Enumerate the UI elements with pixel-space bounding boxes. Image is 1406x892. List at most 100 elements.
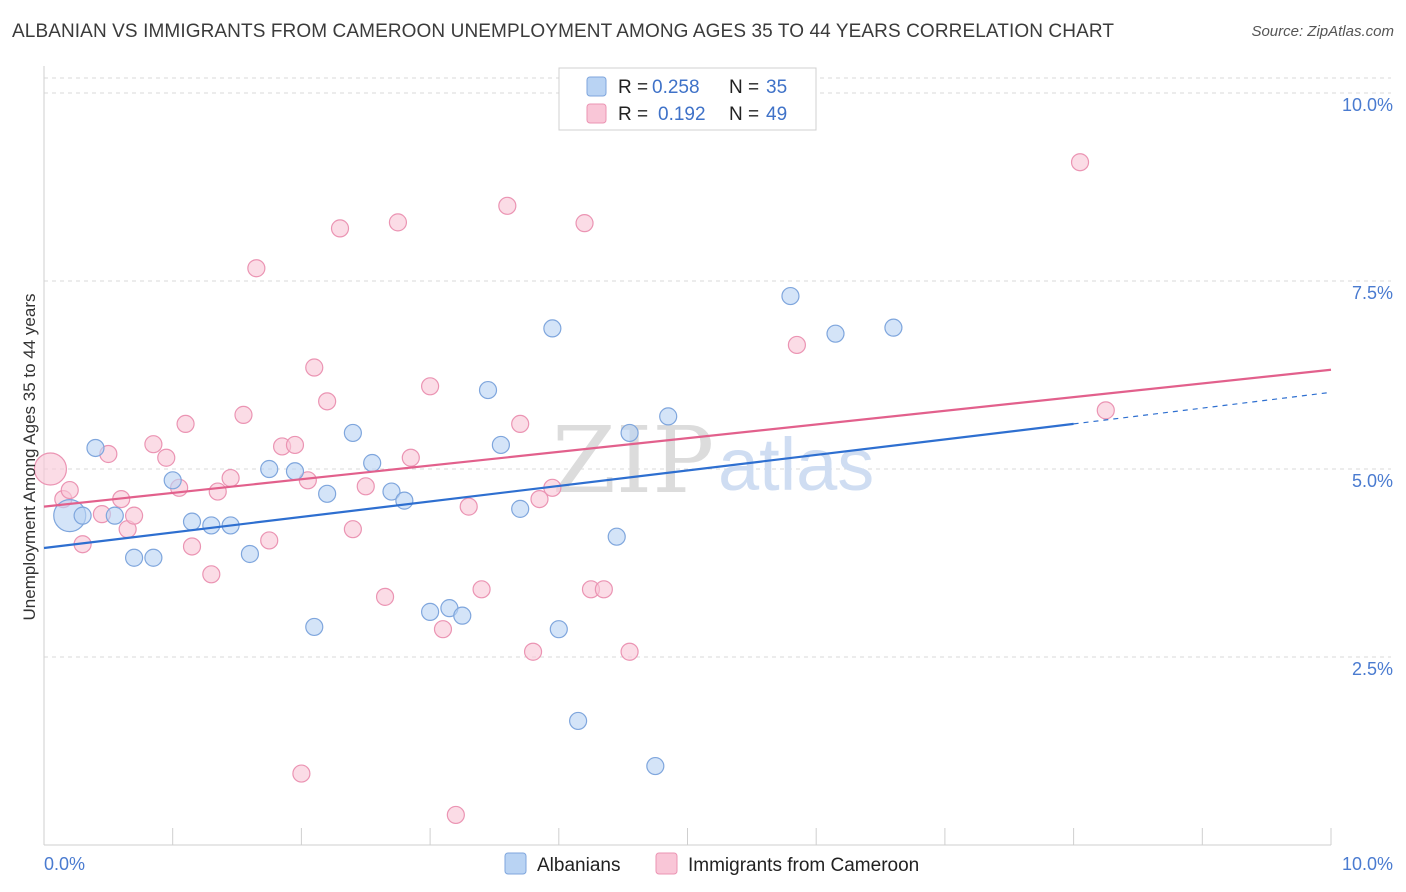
cameroon-point [221, 468, 240, 488]
cameroon-point [356, 477, 375, 496]
albanians-point [182, 512, 202, 531]
albanians-point [260, 459, 279, 479]
x-tick-label: 0.0% [44, 854, 85, 874]
cameroon-point [523, 642, 543, 661]
cameroon-point [375, 587, 395, 606]
trend-lines [43, 368, 1332, 550]
watermark-zip: ZIP [552, 407, 714, 514]
albanians-point [884, 318, 903, 337]
legend-n-value-albanians: 35 [766, 77, 787, 98]
cameroon-point [459, 497, 478, 516]
albanians-point [318, 484, 337, 503]
albanians-trend-line [43, 422, 1074, 550]
tick-labels: 2.5% 5.0% 7.5% 10.0% 0.0% 10.0% [44, 95, 1393, 874]
cameroon-point [247, 259, 266, 278]
cameroon-point [511, 414, 530, 434]
cameroon-point [1070, 153, 1090, 172]
albanians-point [363, 453, 382, 473]
albanians-point [395, 491, 414, 510]
cameroon-trend-line [43, 368, 1332, 508]
legend-n-value-cameroon: 49 [766, 104, 787, 125]
cameroon-point [202, 565, 221, 584]
cameroon-point [530, 489, 549, 509]
cameroon-point [234, 405, 253, 424]
y-tick-label: 10.0% [1342, 95, 1393, 115]
source-label: Source: ZipAtlas.com [1251, 23, 1394, 40]
bottom-legend-label-albanians: Albanians [537, 855, 620, 876]
cameroon-point [157, 448, 176, 467]
cameroon-point [787, 335, 806, 355]
cameroon-point [446, 805, 465, 825]
albanians-point [86, 438, 105, 458]
albanians-point [202, 516, 221, 535]
albanians-point [421, 602, 440, 621]
grid-lines [44, 77, 1391, 658]
albanians-point [826, 324, 845, 343]
legend-swatch-cameroon [586, 103, 607, 124]
albanians-point [305, 617, 324, 637]
cameroon-point [305, 358, 324, 377]
x-tick-label: 10.0% [1342, 854, 1393, 874]
albanians-point [646, 756, 665, 776]
albanians-point [607, 527, 626, 546]
cameroon-point [292, 764, 311, 783]
bottom-legend-label-cameroon: Immigrants from Cameroon [688, 855, 919, 876]
cameroon-point [575, 214, 594, 233]
cameroon-point [182, 537, 202, 556]
bottom-legend: Albanians Immigrants from Cameroon [504, 852, 919, 876]
cameroon-point [1096, 401, 1115, 420]
cameroon-point [401, 448, 420, 467]
cameroon-point [421, 377, 440, 396]
top-legend: R = 0.258 N = 35 R = 0.192 N = 49 [558, 67, 817, 131]
albanians-point [659, 407, 678, 426]
data-points [33, 153, 1115, 825]
albanians-point [478, 380, 498, 400]
y-tick-label: 7.5% [1352, 283, 1393, 303]
cameroon-point [343, 520, 362, 539]
legend-r-label-albanians: R = [618, 77, 648, 98]
legend-n-label-cameroon: N = [729, 104, 759, 125]
cameroon-point [60, 480, 79, 500]
albanians-point [453, 606, 472, 625]
cameroon-point [260, 531, 279, 550]
legend-swatch-albanians [586, 76, 607, 97]
albanians-point [781, 286, 800, 306]
y-axis-label: Unemployment Among Ages 35 to 44 years [20, 294, 39, 621]
legend-r-value-cameroon: 0.192 [658, 104, 706, 125]
cameroon-point [144, 435, 163, 454]
cameroon-point [33, 452, 68, 486]
albanians-point [285, 462, 305, 481]
albanians-point [569, 711, 588, 731]
albanians-point [491, 435, 510, 455]
cameroon-point [285, 435, 305, 455]
cameroon-point [620, 642, 639, 661]
cameroon-point [176, 414, 195, 434]
cameroon-point [472, 580, 491, 599]
albanians-point [543, 319, 562, 338]
y-tick-label: 5.0% [1352, 471, 1393, 491]
legend-r-label-cameroon: R = [618, 104, 648, 125]
y-tick-label: 2.5% [1352, 659, 1393, 679]
chart-title: ALBANIAN VS IMMIGRANTS FROM CAMEROON UNE… [12, 21, 1115, 42]
albanians-point [105, 506, 124, 525]
albanians-point [73, 506, 92, 525]
cameroon-point [208, 482, 227, 501]
albanians-point [124, 548, 144, 567]
albanians-point [382, 482, 401, 501]
bottom-legend-swatch-albanians [504, 852, 527, 875]
legend-n-label-albanians: N = [729, 77, 759, 98]
albanians-point [144, 548, 163, 567]
cameroon-point [498, 196, 517, 215]
albanians-point [549, 620, 568, 639]
albanians-point [511, 499, 530, 518]
cameroon-point [388, 213, 408, 232]
albanians-point [620, 423, 639, 443]
bottom-legend-swatch-cameroon [655, 852, 678, 875]
cameroon-point [330, 219, 350, 238]
albanians-trend-extension [1073, 391, 1332, 425]
cameroon-point [318, 392, 337, 411]
legend-r-value-albanians: 0.258 [652, 77, 700, 98]
cameroon-point [433, 620, 453, 639]
albanians-point [240, 544, 260, 564]
